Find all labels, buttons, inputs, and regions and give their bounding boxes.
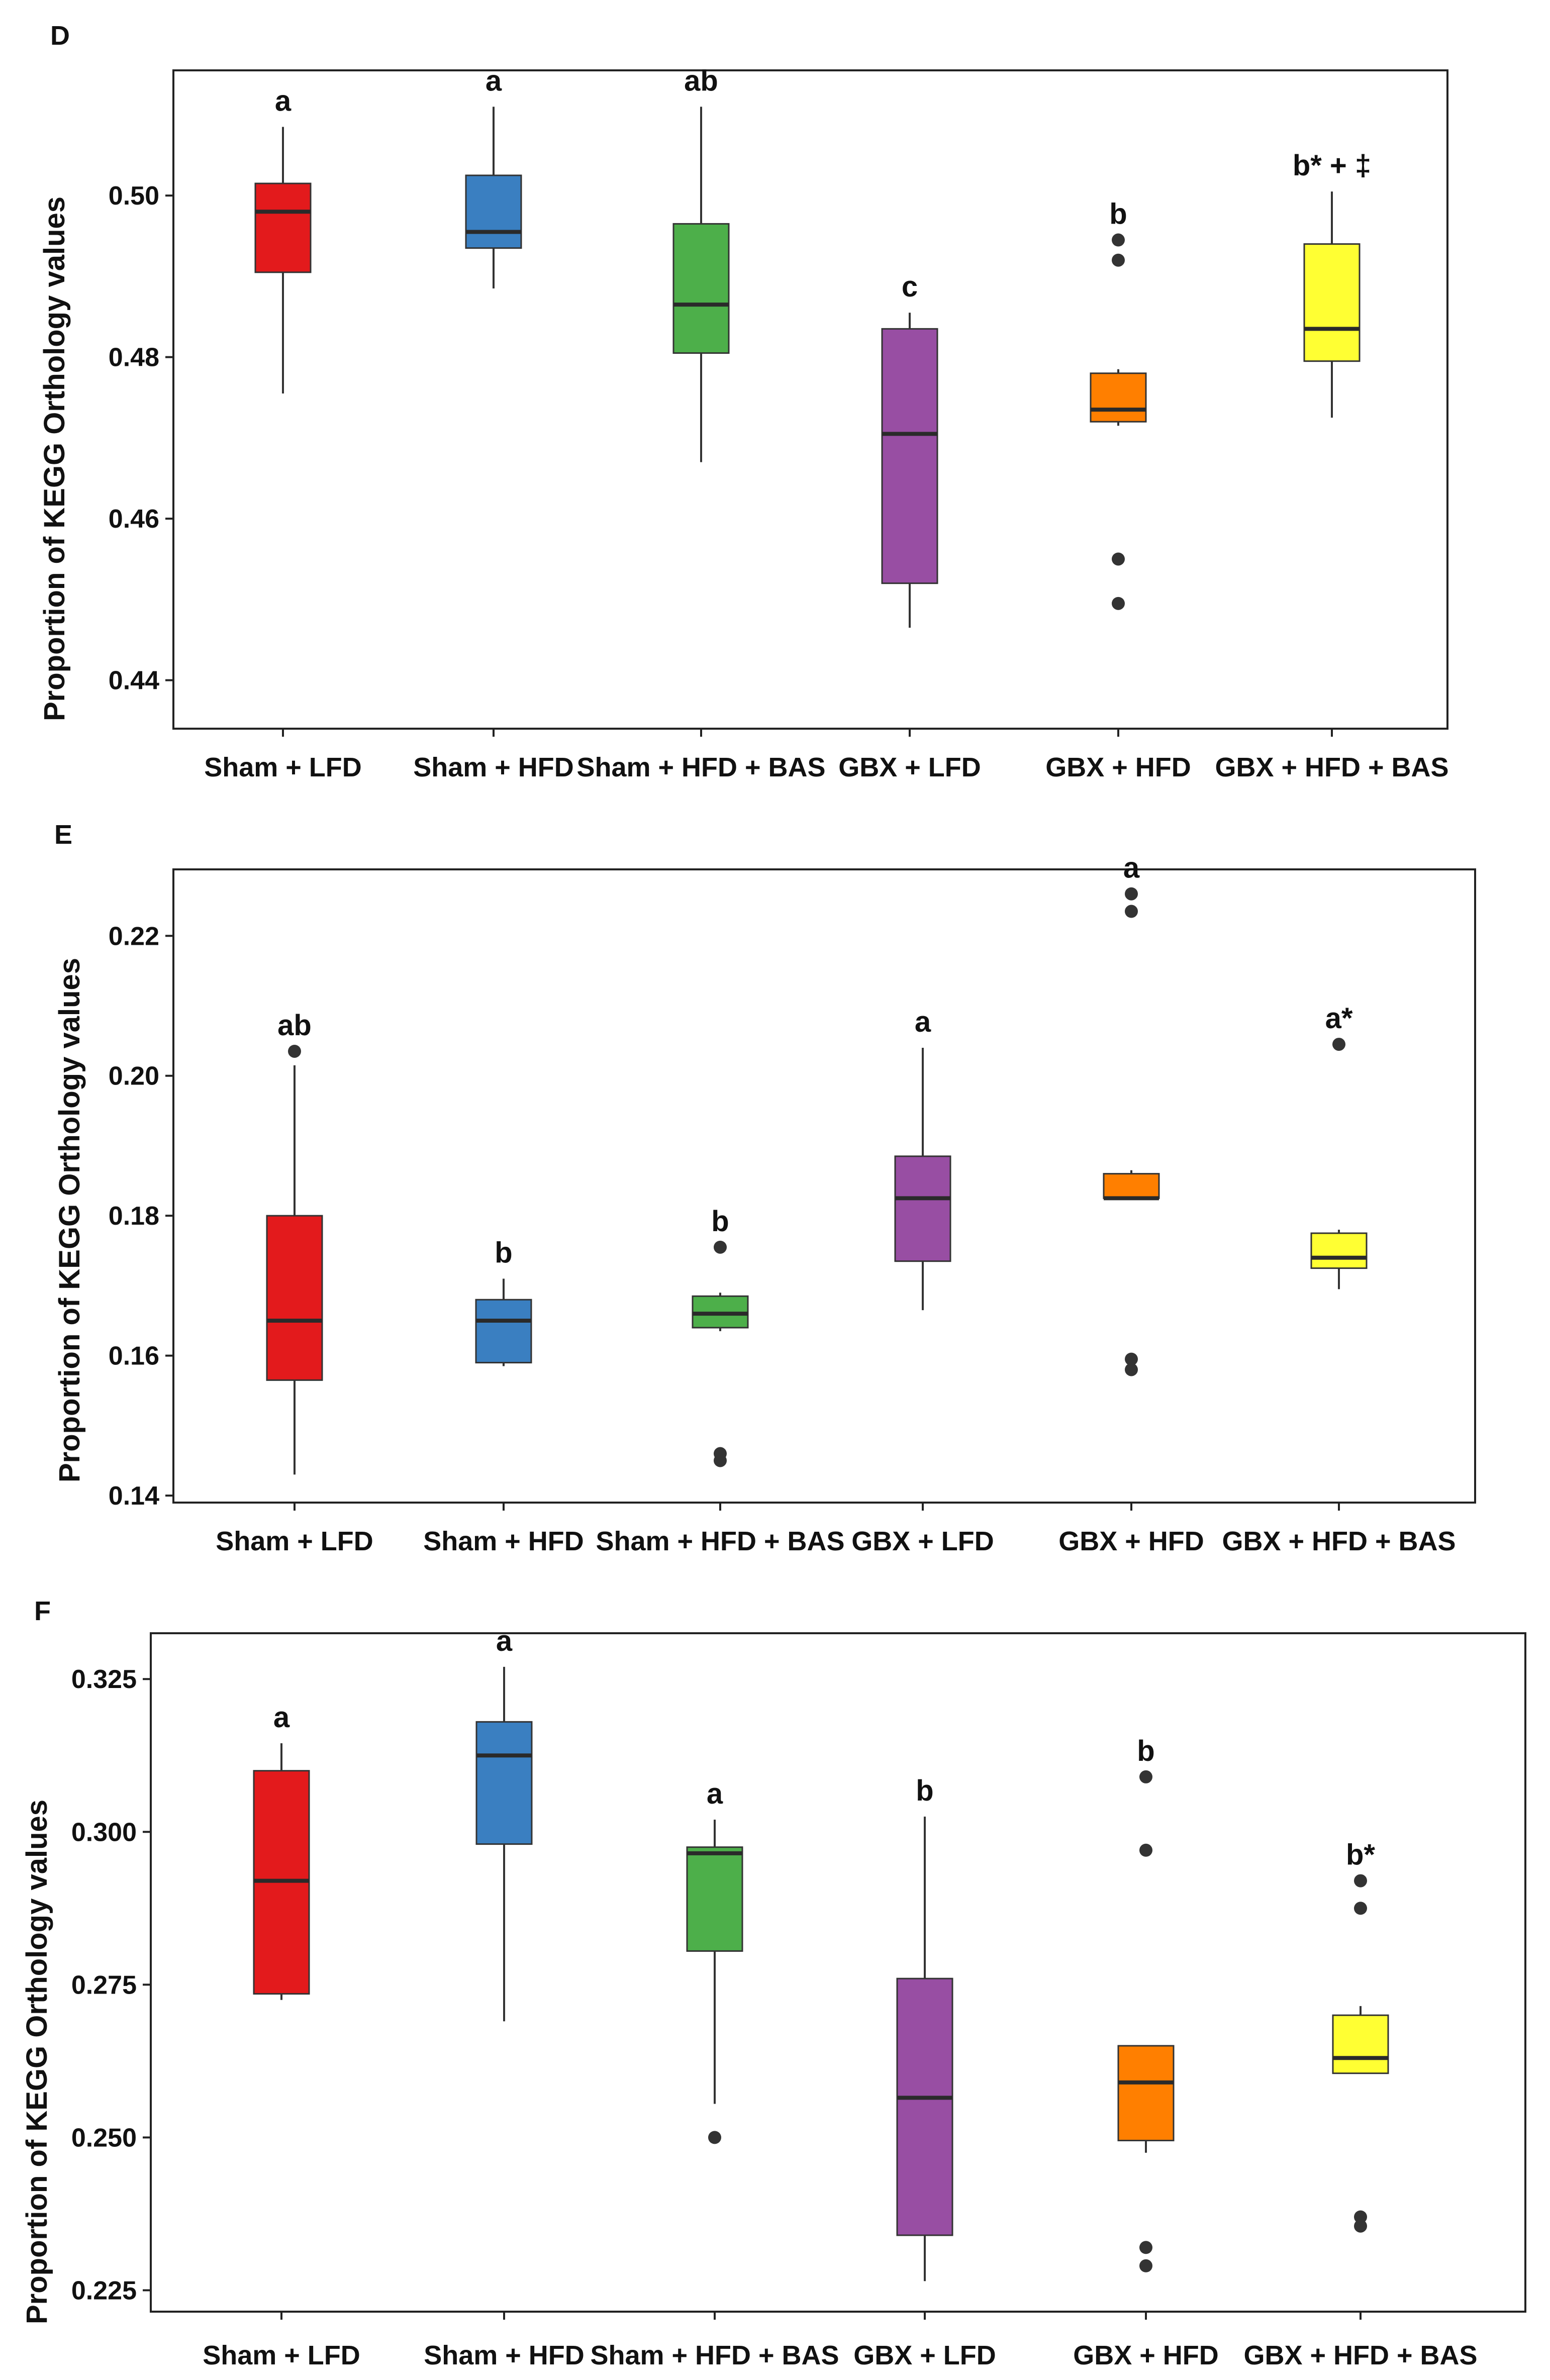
significance-letter: b xyxy=(495,1236,512,1269)
box xyxy=(475,1721,533,1845)
significance-letter: b xyxy=(1109,198,1127,231)
significance-letter: ab xyxy=(684,64,718,97)
x-category-label: GBX + HFD xyxy=(1073,2340,1219,2370)
panel-letter: D xyxy=(50,21,70,51)
y-tick-label: 0.16 xyxy=(109,1342,159,1371)
plot-frame xyxy=(172,868,1476,1504)
box xyxy=(266,1215,323,1381)
outlier-point xyxy=(288,1044,301,1058)
box xyxy=(896,1977,953,2236)
plot-frame xyxy=(150,1632,1526,2313)
y-tick-label: 0.325 xyxy=(71,1665,137,1694)
x-category-label: Sham + HFD + BAS xyxy=(590,2340,839,2370)
outlier-point xyxy=(1139,1770,1152,1783)
plot-frame xyxy=(172,69,1448,730)
outlier-point xyxy=(1125,887,1138,901)
significance-letter: c xyxy=(902,270,918,303)
x-category-label: Sham + LFD xyxy=(204,752,362,782)
significance-letter: a xyxy=(915,1006,931,1038)
y-tick-label: 0.22 xyxy=(109,922,159,951)
x-category-label: Sham + HFD xyxy=(413,752,574,782)
x-category-label: GBX + HFD + BAS xyxy=(1215,752,1448,782)
outlier-point xyxy=(1354,2219,1367,2233)
outlier-point xyxy=(708,2131,721,2144)
significance-letter: a xyxy=(275,85,292,118)
significance-letter: ab xyxy=(277,1009,312,1042)
x-category-label: Sham + HFD + BAS xyxy=(576,752,825,782)
x-category-label: GBX + LFD xyxy=(851,1526,994,1556)
outlier-point xyxy=(1112,233,1125,247)
box xyxy=(1090,372,1147,423)
box xyxy=(686,1846,743,1952)
significance-letter: a xyxy=(707,1777,723,1810)
x-category-label: GBX + HFD xyxy=(1058,1526,1204,1556)
significance-letter: b* xyxy=(1346,1839,1375,1871)
x-category-label: GBX + HFD + BAS xyxy=(1243,2340,1477,2370)
significance-letter: a xyxy=(486,64,502,97)
x-category-label: Sham + HFD xyxy=(424,2340,585,2370)
outlier-point xyxy=(1125,1352,1138,1366)
panel-e: E Proportion of KEGG Orthology values 0.… xyxy=(0,794,1550,1568)
x-category-label: GBX + HFD xyxy=(1045,752,1191,782)
y-tick-label: 0.50 xyxy=(109,181,159,211)
panel-letter: E xyxy=(54,820,73,850)
x-category-label: Sham + HFD xyxy=(423,1526,584,1556)
box xyxy=(475,1299,532,1364)
outlier-point xyxy=(1332,1038,1345,1051)
x-category-label: GBX + LFD xyxy=(853,2340,996,2370)
box xyxy=(881,328,938,584)
significance-letter: b* + ‡ xyxy=(1293,149,1371,182)
panel-f: F Proportion of KEGG Orthology values 0.… xyxy=(0,1568,1550,2380)
outlier-point xyxy=(1139,2259,1152,2272)
y-tick-label: 0.46 xyxy=(109,505,159,534)
outlier-point xyxy=(1112,597,1125,610)
outlier-point xyxy=(1139,1843,1152,1857)
outlier-point xyxy=(1125,905,1138,918)
y-tick-label: 0.20 xyxy=(109,1062,159,1091)
y-tick-label: 0.250 xyxy=(71,2123,137,2152)
box xyxy=(1332,2014,1389,2074)
x-category-label: Sham + LFD xyxy=(216,1526,373,1556)
significance-letter: b xyxy=(711,1205,729,1238)
significance-letter: a* xyxy=(1325,1002,1353,1035)
box xyxy=(894,1155,951,1262)
outlier-point xyxy=(1125,1363,1138,1376)
outlier-point xyxy=(714,1454,727,1467)
y-tick-label: 0.300 xyxy=(71,1818,137,1847)
outlier-point xyxy=(1112,552,1125,566)
outlier-point xyxy=(1354,1874,1367,1888)
box xyxy=(672,223,730,354)
box xyxy=(1103,1173,1160,1199)
y-tick-label: 0.275 xyxy=(71,1970,137,2000)
outlier-point xyxy=(1354,2210,1367,2224)
outlier-point xyxy=(1139,2241,1152,2254)
box xyxy=(1310,1232,1368,1269)
outlier-point xyxy=(714,1240,727,1254)
box xyxy=(465,174,522,249)
box xyxy=(1303,243,1361,362)
box xyxy=(254,182,312,273)
panel-letter: F xyxy=(34,1596,51,1626)
box-plot-f: 0.225 0.250 0.275 0.300 0.325 Sham + LFD a Sham… xyxy=(71,1625,1526,2370)
y-tick-label: 0.225 xyxy=(71,2276,137,2305)
box-plot-d: 0.44 0.46 0.48 0.50 Sham + LFD a Sham + HFD a Sh… xyxy=(109,64,1449,782)
significance-letter: b xyxy=(1137,1735,1154,1767)
significance-letter: a xyxy=(273,1701,290,1734)
outlier-point xyxy=(1112,253,1125,267)
significance-letter: a xyxy=(1123,852,1140,884)
box xyxy=(1117,2045,1175,2141)
x-category-label: GBX + LFD xyxy=(838,752,981,782)
y-tick-label: 0.18 xyxy=(109,1202,159,1231)
y-tick-label: 0.44 xyxy=(109,666,159,696)
x-category-label: GBX + HFD + BAS xyxy=(1222,1526,1456,1556)
significance-letter: a xyxy=(496,1625,513,1657)
panel-d: D Proportion of KEGG Orthology values 0.… xyxy=(0,0,1550,794)
y-tick-label: 0.14 xyxy=(109,1481,159,1511)
y-tick-label: 0.48 xyxy=(109,343,159,372)
outlier-point xyxy=(1354,1902,1367,1915)
significance-letter: b xyxy=(916,1774,933,1807)
x-category-label: Sham + HFD + BAS xyxy=(596,1526,844,1556)
x-category-label: Sham + LFD xyxy=(203,2340,360,2370)
